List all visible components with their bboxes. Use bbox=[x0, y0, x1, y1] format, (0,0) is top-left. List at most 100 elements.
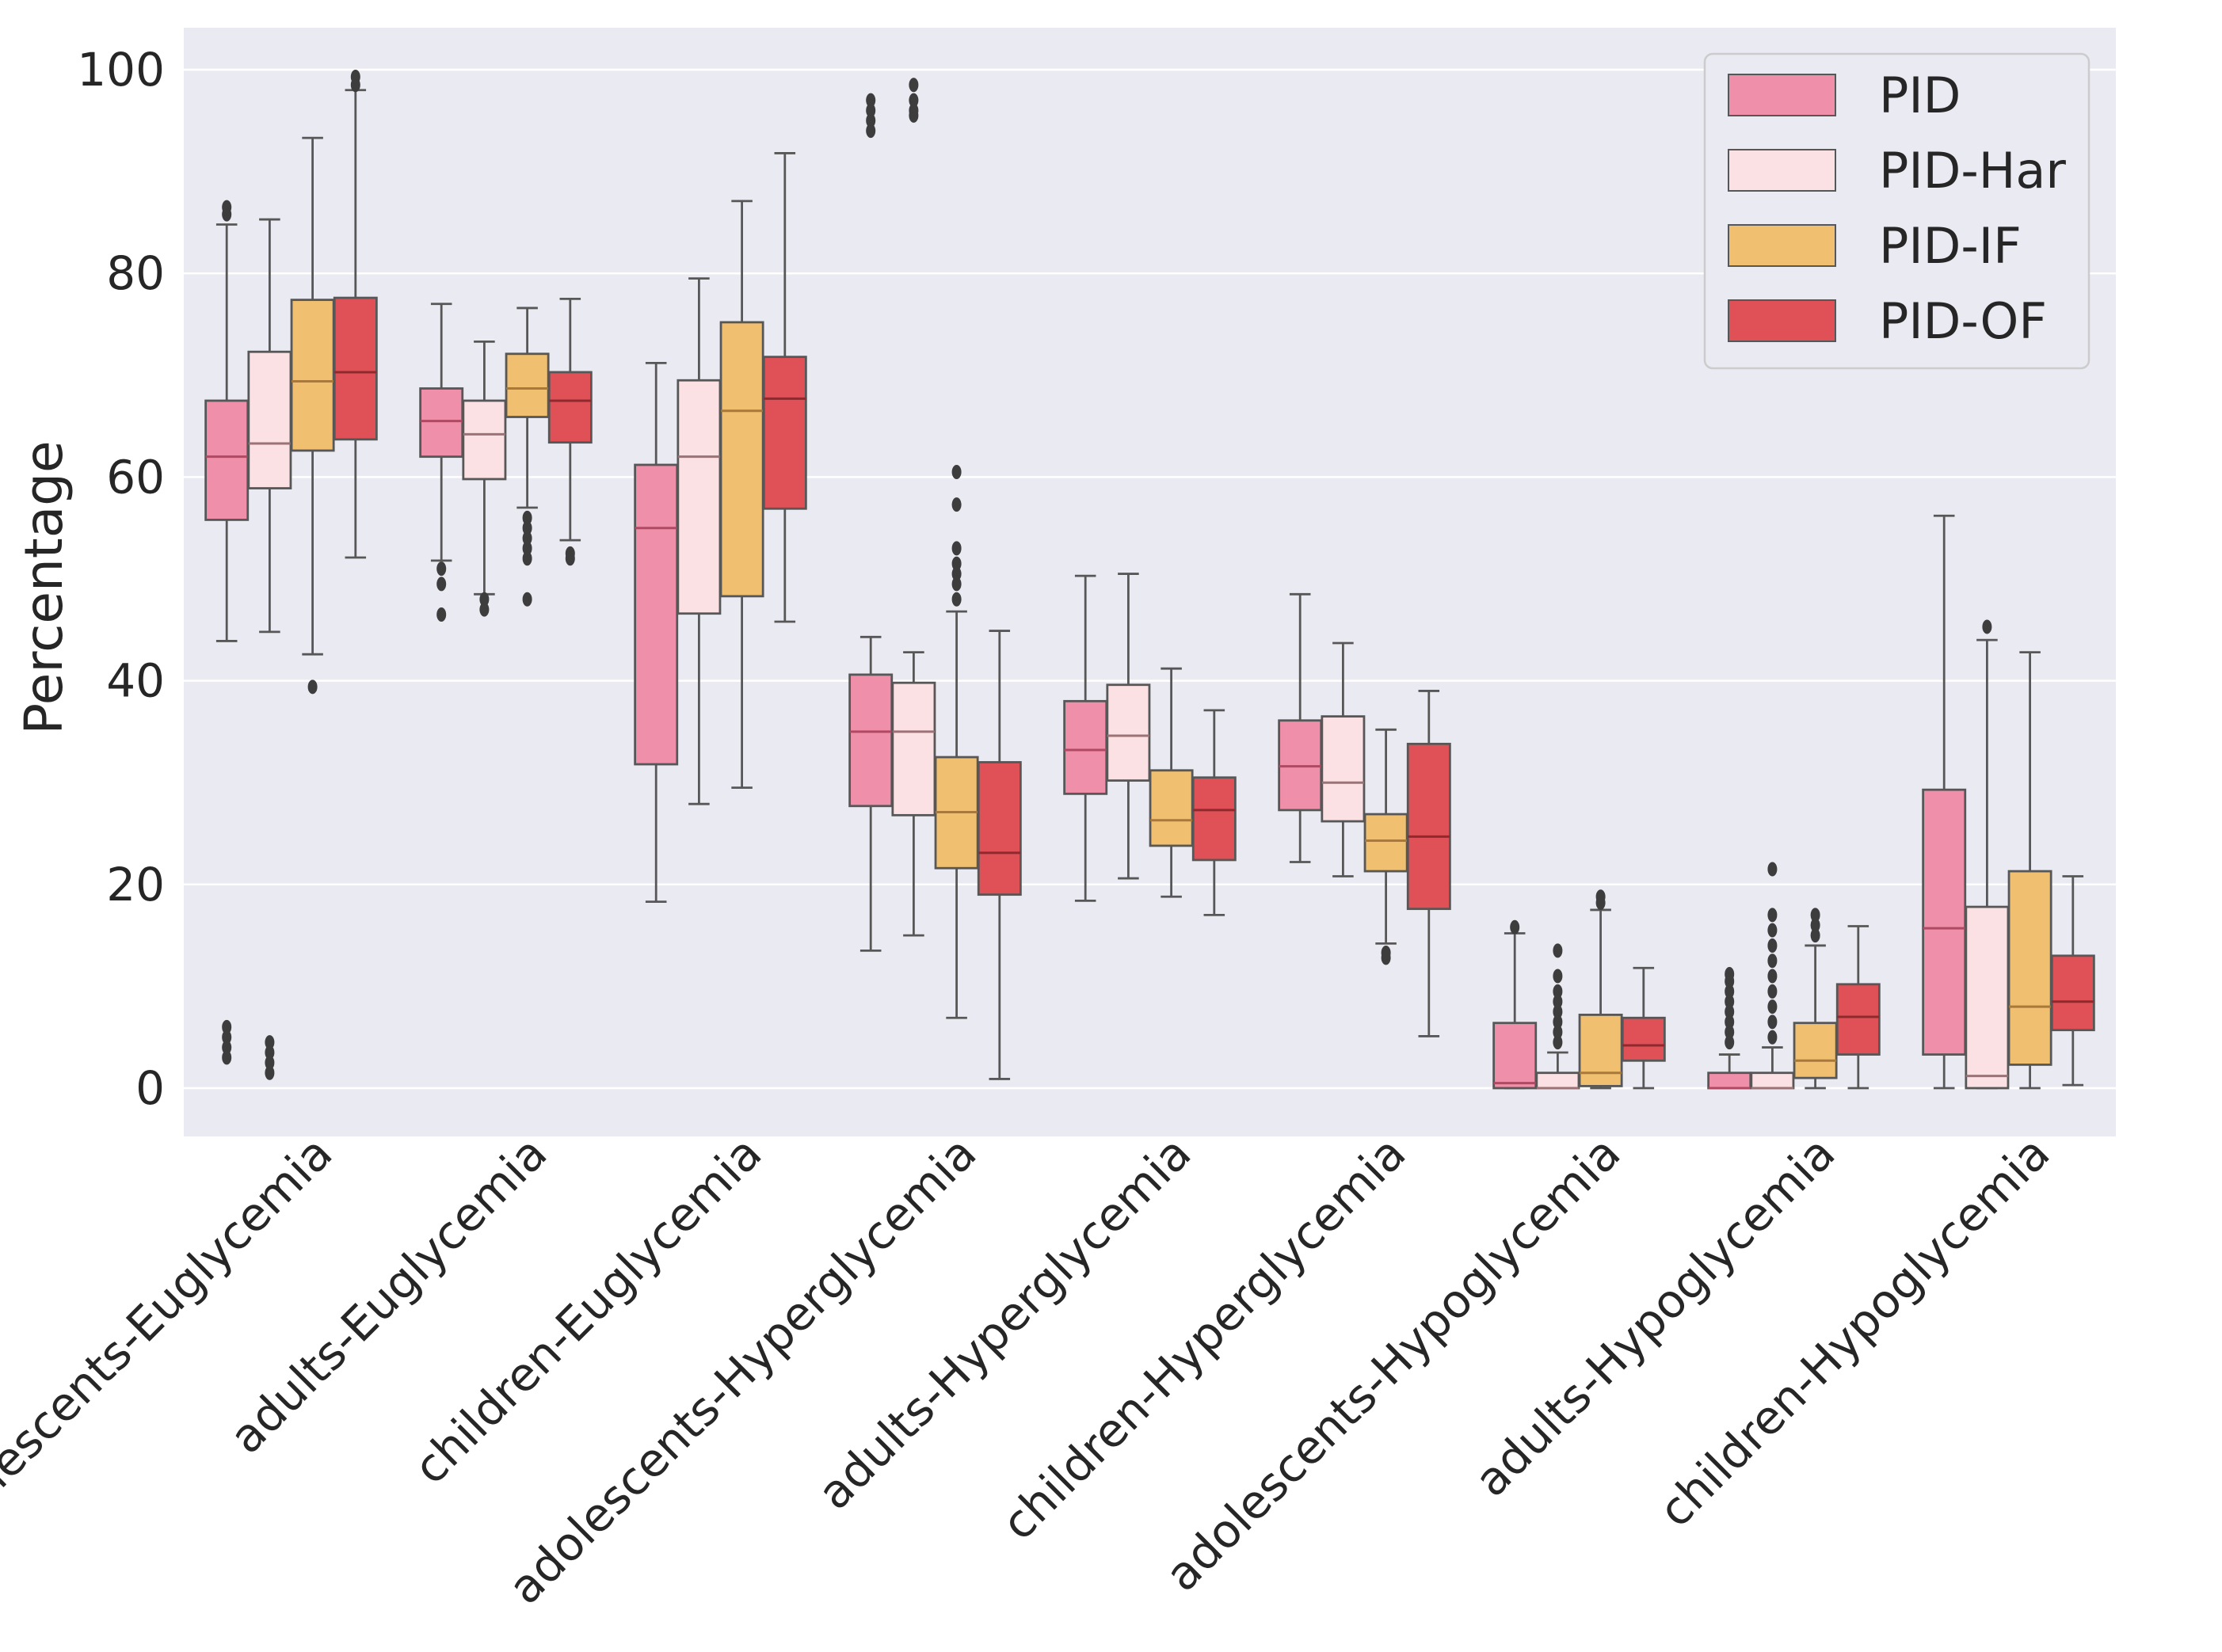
outlier-point bbox=[1553, 943, 1563, 958]
outlier-point bbox=[522, 551, 532, 566]
box-pid-of-7 bbox=[1835, 925, 1881, 1090]
legend-swatch bbox=[1728, 149, 1836, 192]
outlier-point bbox=[1767, 923, 1778, 938]
outlier-point bbox=[436, 561, 447, 577]
iqr-box bbox=[1750, 1072, 1795, 1090]
y-tick-label: 80 bbox=[106, 246, 165, 300]
legend-label: PID-IF bbox=[1879, 217, 2022, 275]
outlier-point bbox=[522, 531, 532, 546]
box-pid-if-4 bbox=[1149, 667, 1194, 898]
iqr-box bbox=[1535, 1072, 1580, 1090]
outlier-point bbox=[1767, 1014, 1778, 1030]
box-pid-1 bbox=[419, 303, 464, 622]
box-pid-5 bbox=[1278, 592, 1323, 863]
box-pid-har-1 bbox=[462, 340, 507, 617]
outlier-point bbox=[951, 541, 962, 556]
iqr-box bbox=[462, 399, 507, 481]
x-tick-label: adolescents-Hyperglycemia bbox=[498, 1126, 987, 1615]
box-pid-har-8 bbox=[1965, 619, 2010, 1090]
box-pid-har-7 bbox=[1750, 862, 1795, 1090]
y-tick-label: 0 bbox=[135, 1061, 165, 1115]
box-pid-7 bbox=[1707, 966, 1752, 1090]
outlier-point bbox=[1725, 966, 1735, 981]
box-pid-6 bbox=[1492, 919, 1538, 1090]
iqr-box bbox=[2050, 954, 2095, 1032]
box-pid-har-6 bbox=[1535, 943, 1580, 1090]
outlier-point bbox=[1725, 1014, 1735, 1030]
legend-label: PID bbox=[1879, 67, 1961, 124]
box-pid-har-4 bbox=[1106, 573, 1151, 880]
box-groups bbox=[204, 70, 2095, 1090]
outlier-point bbox=[1725, 1035, 1735, 1050]
outlier-point bbox=[522, 510, 532, 525]
outlier-point bbox=[479, 602, 490, 617]
legend-swatch bbox=[1728, 299, 1836, 342]
x-tick-label: children-Euglycemia bbox=[403, 1126, 772, 1494]
x-tick-label: adolescents-Euglycemia bbox=[0, 1126, 342, 1559]
outlier-point bbox=[1810, 928, 1820, 943]
iqr-box bbox=[419, 387, 464, 459]
outlier-point bbox=[222, 1030, 232, 1045]
iqr-box bbox=[1106, 683, 1151, 782]
box-pid-of-2 bbox=[762, 152, 807, 623]
iqr-box bbox=[505, 352, 550, 418]
outlier-point bbox=[1767, 862, 1778, 877]
box-pid-of-4 bbox=[1191, 709, 1237, 916]
outlier-point bbox=[265, 1055, 275, 1070]
iqr-box bbox=[1965, 905, 2010, 1090]
outlier-point bbox=[1381, 945, 1391, 960]
iqr-box bbox=[891, 681, 936, 816]
box-pid-if-1 bbox=[505, 306, 550, 607]
box-pid-har-2 bbox=[677, 277, 722, 805]
box-pid-of-8 bbox=[2050, 875, 2095, 1087]
box-pid-if-8 bbox=[2007, 651, 2052, 1090]
outlier-point bbox=[265, 1045, 275, 1060]
iqr-box bbox=[1578, 1014, 1623, 1087]
legend-label: PID-OF bbox=[1879, 292, 2047, 350]
outlier-point bbox=[909, 93, 919, 108]
outlier-point bbox=[1767, 908, 1778, 923]
outlier-point bbox=[436, 607, 447, 622]
x-axis-ticks: adolescents-Euglycemiaadults-Euglycemiac… bbox=[0, 1126, 2060, 1615]
outlier-point bbox=[307, 679, 318, 695]
outlier-point bbox=[1510, 919, 1520, 934]
outlier-point bbox=[522, 541, 532, 556]
outlier-point bbox=[350, 70, 360, 85]
iqr-box bbox=[1191, 776, 1237, 862]
iqr-box bbox=[719, 321, 764, 598]
box-pid-of-1 bbox=[547, 297, 593, 566]
outlier-point bbox=[909, 78, 919, 93]
outlier-point bbox=[1767, 1030, 1778, 1045]
legend-swatch bbox=[1728, 224, 1836, 267]
outlier-point bbox=[951, 577, 962, 592]
iqr-box bbox=[848, 673, 894, 808]
outlier-point bbox=[1553, 1035, 1563, 1050]
outlier-point bbox=[265, 1035, 275, 1050]
iqr-box bbox=[1406, 742, 1451, 911]
outlier-point bbox=[1553, 984, 1563, 999]
iqr-box bbox=[1707, 1072, 1752, 1090]
outlier-point bbox=[1725, 984, 1735, 999]
box-pid-if-7 bbox=[1793, 908, 1838, 1090]
outlier-point bbox=[1725, 1004, 1735, 1019]
iqr-box bbox=[1835, 983, 1881, 1056]
x-tick-label: children-Hypoglycemia bbox=[1648, 1126, 2060, 1538]
x-tick-label: adults-Hypoglycemia bbox=[1464, 1126, 1845, 1507]
outlier-point bbox=[1725, 994, 1735, 1009]
iqr-box bbox=[762, 356, 807, 510]
outlier-point bbox=[1595, 889, 1606, 904]
outlier-point bbox=[1553, 969, 1563, 984]
y-axis-label: Percentage bbox=[13, 440, 74, 734]
outlier-point bbox=[479, 592, 490, 607]
outlier-point bbox=[1982, 619, 1992, 634]
y-tick-label: 60 bbox=[106, 450, 165, 504]
outlier-point bbox=[866, 93, 876, 108]
box-pid-3 bbox=[848, 93, 894, 952]
iqr-box bbox=[1363, 813, 1408, 873]
outlier-point bbox=[1767, 954, 1778, 969]
outlier-point bbox=[1767, 969, 1778, 984]
iqr-box bbox=[247, 350, 292, 489]
y-tick-label: 20 bbox=[106, 858, 165, 912]
iqr-box bbox=[204, 399, 250, 521]
